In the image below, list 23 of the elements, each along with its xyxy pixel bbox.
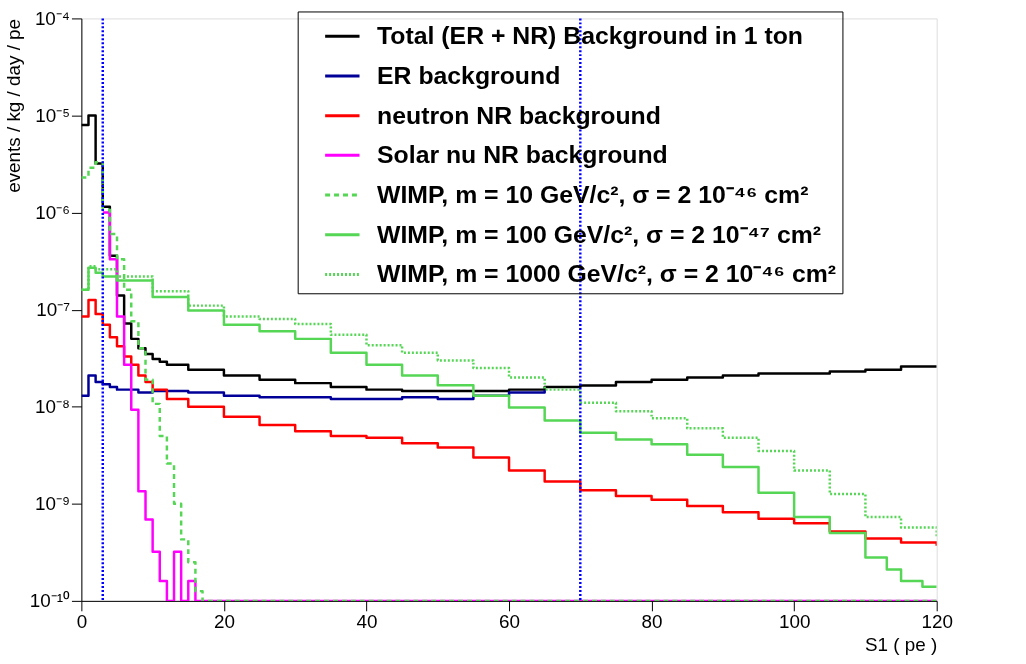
x-tick-label: 20 — [213, 611, 235, 633]
legend-label: WIMP, m = 100 GeV/c², σ = 2 10⁻⁴⁷ cm² — [377, 220, 822, 248]
y-tick-label: 10⁻⁵ — [35, 104, 70, 126]
legend-label: neutron NR background — [377, 101, 661, 129]
y-tick-label: 10⁻¹⁰ — [29, 590, 70, 612]
x-tick-label: 80 — [641, 611, 663, 633]
y-tick-label: 10⁻⁸ — [35, 396, 70, 418]
x-tick-label: 100 — [778, 611, 811, 633]
y-tick-label: 10⁻⁶ — [35, 202, 70, 224]
y-tick-label: 10⁻⁹ — [34, 493, 70, 515]
x-axis-title: S1 ( pe ) — [864, 633, 938, 655]
x-tick-label: 60 — [499, 611, 521, 633]
y-tick-label: 10⁻⁴ — [34, 7, 70, 29]
legend-label: ER background — [377, 61, 561, 89]
x-tick-label: 0 — [76, 611, 88, 633]
x-tick-label: 120 — [921, 611, 953, 633]
y-tick-label: 10⁻⁷ — [36, 299, 71, 321]
x-tick-label: 40 — [356, 611, 378, 633]
legend-label: Total (ER + NR) Background in 1 ton — [377, 22, 803, 50]
legend-label: WIMP, m = 1000 GeV/c², σ = 2 10⁻⁴⁶ cm² — [377, 260, 836, 288]
legend-label: WIMP, m = 10 GeV/c², σ = 2 10⁻⁴⁶ cm² — [377, 180, 809, 208]
y-axis-title: events / kg / day / pe — [2, 18, 24, 193]
legend-label: Solar nu NR background — [377, 141, 668, 169]
